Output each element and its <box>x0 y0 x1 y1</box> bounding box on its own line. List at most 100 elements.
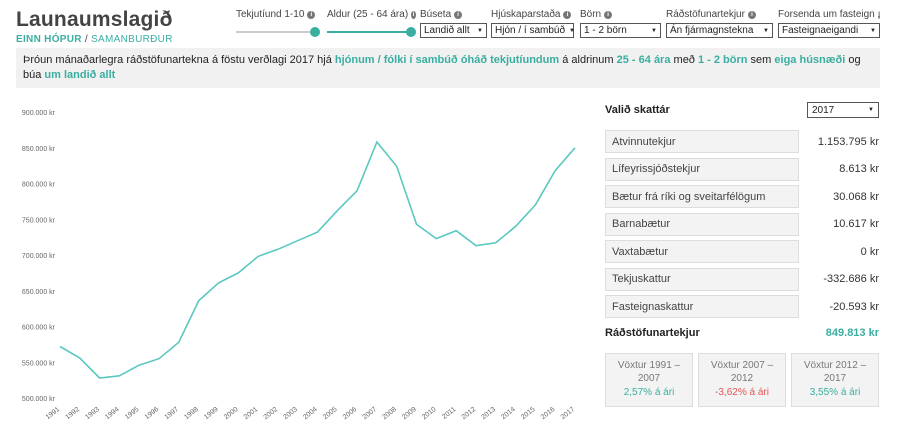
info-icon[interactable]: i <box>747 10 756 19</box>
buseta-label: Búseta <box>420 9 452 20</box>
data-point[interactable] <box>335 208 340 213</box>
tekjutiund-label: Tekjutíund 1-10 <box>236 9 305 20</box>
info-icon[interactable]: i <box>411 10 416 19</box>
radstofunartekjur-select[interactable]: Án fjármagnstekna ▼ <box>666 23 773 38</box>
data-point[interactable] <box>137 363 142 368</box>
forsenda-label: Forsenda um fasteign <box>778 9 875 20</box>
tax-row-value: 30.068 kr <box>833 190 879 203</box>
data-point[interactable] <box>275 247 280 252</box>
data-point[interactable] <box>493 240 498 245</box>
data-point[interactable] <box>454 228 459 233</box>
data-point[interactable] <box>216 280 221 285</box>
data-point[interactable] <box>295 238 300 243</box>
info-icon[interactable]: i <box>454 10 463 19</box>
data-point[interactable] <box>553 168 558 173</box>
buseta-select[interactable]: Landið allt ▼ <box>420 23 487 38</box>
x-tick-label: 2008 <box>381 406 398 420</box>
info-icon[interactable]: i <box>563 10 572 19</box>
data-point[interactable] <box>236 270 241 275</box>
y-tick-label: 900.000 kr <box>22 110 56 117</box>
tab-einn-hopur[interactable]: EINN HÓPUR <box>16 34 82 45</box>
x-tick-label: 2002 <box>263 406 280 420</box>
tekjutiund-slider[interactable] <box>236 27 320 37</box>
forsenda-select[interactable]: Fasteignaeigandi ▼ <box>778 23 880 38</box>
y-tick-label: 850.000 kr <box>22 146 56 153</box>
slider-fill <box>327 31 411 33</box>
data-point[interactable] <box>58 344 63 349</box>
growth-box: Vöxtur 1991 – 2007 2,57% á ári <box>605 352 693 407</box>
data-point[interactable] <box>176 340 181 345</box>
x-tick-label: 2011 <box>441 406 457 420</box>
income-line-chart: 500.000 kr 550.000 kr 600.000 kr 650.000 kr… <box>22 110 578 420</box>
x-tick-label: 2003 <box>282 406 299 420</box>
y-tick-label: 800.000 kr <box>22 182 56 189</box>
info-icon[interactable]: i <box>307 10 316 19</box>
growth-title: Vöxtur 2007 – 2012 <box>710 359 774 384</box>
x-tick-label: 2007 <box>362 406 379 420</box>
tax-year-value: 2017 <box>812 104 835 116</box>
desc-text: Þróun mánaðarlegra ráðstöfunartekna á fö… <box>23 54 335 66</box>
x-tick-label: 2013 <box>480 406 497 420</box>
data-point[interactable] <box>97 375 102 380</box>
hjuskaparstada-select[interactable]: Hjón / í sambúð ▼ <box>491 23 575 38</box>
data-point[interactable] <box>533 202 538 207</box>
data-point[interactable] <box>374 140 379 145</box>
total-row: Ráðstöfunartekjur 849.813 kr <box>605 322 879 344</box>
x-tick-label: 2012 <box>461 406 478 420</box>
tab-samanburdur[interactable]: SAMANBURÐUR <box>91 34 173 45</box>
y-tick-label: 750.000 kr <box>22 217 56 224</box>
tax-row: Atvinnutekjur 1.153.795 kr <box>605 128 879 156</box>
info-icon[interactable]: i <box>604 10 613 19</box>
tax-row: Fasteignaskattur -20.593 kr <box>605 293 879 321</box>
x-tick-label: 1994 <box>104 406 121 420</box>
x-tick-label: 2006 <box>342 406 359 420</box>
x-tick-label: 2017 <box>560 406 577 420</box>
tax-row-value: 8.613 kr <box>839 163 879 176</box>
tax-row-label: Bætur frá ríki og sveitarfélögum <box>605 185 799 209</box>
tax-row: Lífeyrissjóðstekjur 8.613 kr <box>605 156 879 184</box>
chevron-down-icon: ▼ <box>651 27 657 34</box>
desc-highlight: 25 - 64 ára <box>616 54 671 66</box>
data-point[interactable] <box>77 355 82 360</box>
tax-row-value: 10.617 kr <box>833 218 879 231</box>
data-point[interactable] <box>573 145 578 150</box>
data-point[interactable] <box>256 254 261 259</box>
data-point[interactable] <box>117 373 122 378</box>
x-tick-label: 1995 <box>124 406 141 420</box>
buseta-control: Búseta i Landið allt ▼ <box>420 9 487 38</box>
data-point[interactable] <box>196 298 201 303</box>
data-point[interactable] <box>315 230 320 235</box>
tax-panel: Valið skattár 2017 ▼ Atvinnutekjur 1.153.7… <box>605 100 879 407</box>
x-tick-label: 2005 <box>322 406 339 420</box>
desc-text: á aldrinum <box>559 54 617 66</box>
chevron-down-icon: ▼ <box>477 27 483 34</box>
hjuskaparstada-control: Hjúskaparstaða i Hjón / í sambúð ▼ <box>491 9 575 38</box>
desc-highlight: um landið allt <box>44 69 116 81</box>
tab-separator: / <box>84 34 88 45</box>
x-tick-label: 2001 <box>243 406 260 420</box>
info-icon[interactable]: i <box>877 10 880 19</box>
x-tick-label: 2015 <box>520 406 537 420</box>
chevron-down-icon: ▼ <box>763 27 769 34</box>
y-tick-label: 550.000 kr <box>22 360 56 367</box>
desc-text: með <box>670 54 698 66</box>
born-select[interactable]: 1 - 2 börn ▼ <box>580 23 661 38</box>
desc-text: sem <box>747 54 775 66</box>
tax-row: Bætur frá ríki og sveitarfélögum 30.068 k… <box>605 183 879 211</box>
data-point[interactable] <box>434 236 439 241</box>
data-point[interactable] <box>414 222 419 227</box>
title-block: Launaumslagið EINN HÓPUR / SAMANBURÐUR <box>16 8 173 45</box>
tax-row-value: -20.593 kr <box>829 300 879 313</box>
x-tick-label: 2004 <box>302 406 319 420</box>
y-tick-label: 600.000 kr <box>22 325 56 332</box>
data-point[interactable] <box>394 164 399 169</box>
slider-thumb[interactable] <box>406 27 416 37</box>
slider-thumb[interactable] <box>310 27 320 37</box>
data-point[interactable] <box>355 188 360 193</box>
data-point[interactable] <box>473 243 478 248</box>
data-point[interactable] <box>513 224 518 229</box>
growth-value: -3,62% á ári <box>715 386 769 398</box>
data-point[interactable] <box>157 356 162 361</box>
aldur-slider[interactable] <box>327 27 416 37</box>
tax-year-select[interactable]: 2017 ▼ <box>807 102 879 118</box>
